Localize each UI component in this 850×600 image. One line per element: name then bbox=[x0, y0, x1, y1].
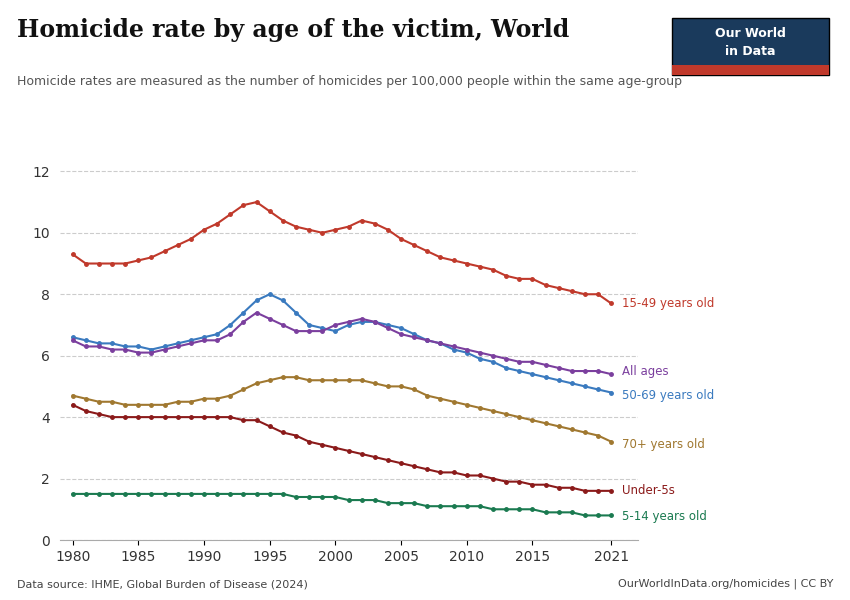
FancyBboxPatch shape bbox=[672, 18, 829, 75]
Text: Homicide rate by age of the victim, World: Homicide rate by age of the victim, Worl… bbox=[17, 18, 570, 42]
Text: Under-5s: Under-5s bbox=[622, 484, 675, 497]
Text: 15-49 years old: 15-49 years old bbox=[622, 297, 715, 310]
Text: All ages: All ages bbox=[622, 365, 669, 377]
Text: 50-69 years old: 50-69 years old bbox=[622, 389, 715, 402]
Text: 5-14 years old: 5-14 years old bbox=[622, 511, 707, 523]
Text: Homicide rates are measured as the number of homicides per 100,000 people within: Homicide rates are measured as the numbe… bbox=[17, 75, 682, 88]
Bar bbox=[672, 65, 829, 75]
Text: 70+ years old: 70+ years old bbox=[622, 438, 705, 451]
Text: in Data: in Data bbox=[725, 44, 775, 58]
Text: Data source: IHME, Global Burden of Disease (2024): Data source: IHME, Global Burden of Dise… bbox=[17, 579, 308, 589]
Text: OurWorldInData.org/homicides | CC BY: OurWorldInData.org/homicides | CC BY bbox=[618, 578, 833, 589]
Text: Our World: Our World bbox=[715, 28, 785, 40]
